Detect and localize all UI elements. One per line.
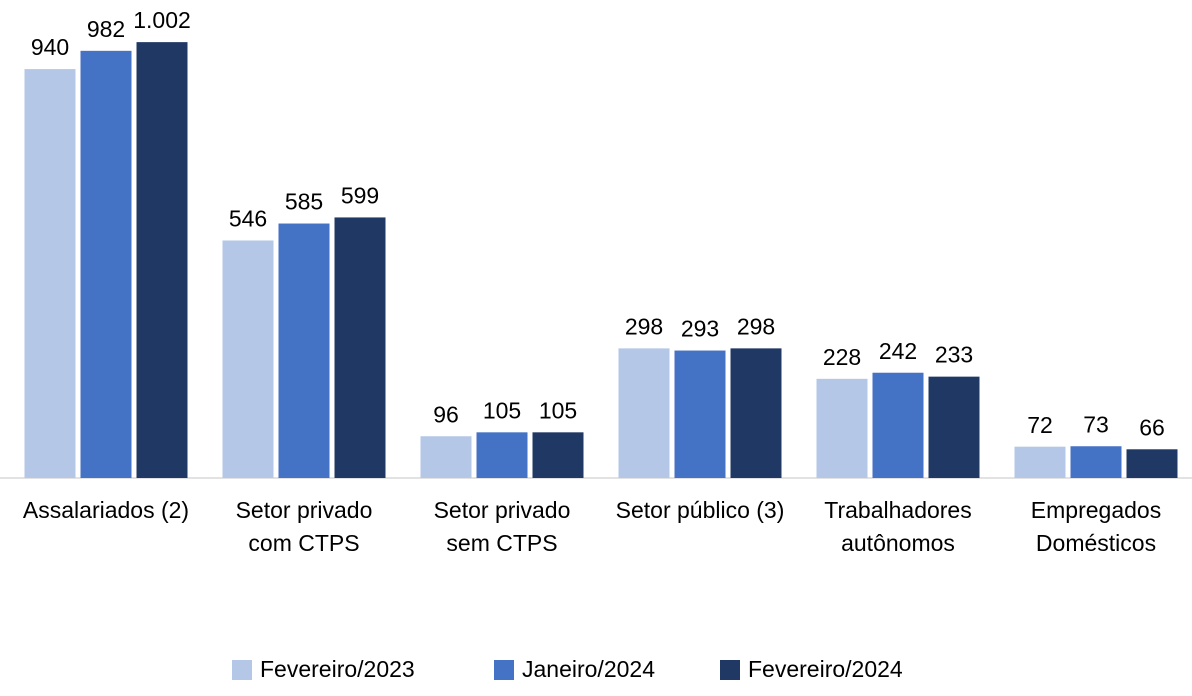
legend-label: Fevereiro/2024	[748, 656, 903, 682]
x-tick-label: Trabalhadores autônomos	[824, 497, 971, 556]
value-label: 546	[229, 206, 267, 232]
x-tick-label: Assalariados (2)	[23, 497, 189, 523]
bar	[1014, 446, 1066, 478]
value-label: 105	[483, 397, 521, 423]
value-label: 242	[879, 338, 917, 364]
legend-swatch	[494, 660, 514, 680]
value-label: 298	[737, 313, 775, 339]
bar	[476, 432, 528, 478]
bar	[928, 376, 980, 478]
value-label: 66	[1139, 414, 1165, 440]
bar	[674, 350, 726, 478]
bar	[334, 217, 386, 478]
value-label: 73	[1083, 411, 1109, 437]
bar	[222, 240, 274, 478]
bar	[420, 436, 472, 478]
x-tick-label: Setor privado com CTPS	[236, 497, 373, 556]
bar	[136, 42, 188, 478]
value-label: 982	[87, 16, 125, 42]
bar	[24, 69, 76, 478]
legend-label: Fevereiro/2023	[260, 656, 415, 682]
bar	[816, 378, 868, 478]
bar	[278, 223, 330, 478]
bar	[80, 50, 132, 479]
value-label: 228	[823, 344, 861, 370]
bar	[872, 372, 924, 478]
legend-label: Janeiro/2024	[522, 656, 655, 682]
bar	[1070, 446, 1122, 478]
bar	[532, 432, 584, 478]
value-label: 293	[681, 316, 719, 342]
legend-swatch	[720, 660, 740, 680]
value-label: 96	[433, 401, 459, 427]
value-label: 105	[539, 397, 577, 423]
value-label: 940	[31, 34, 69, 60]
legend-swatch	[232, 660, 252, 680]
x-tick-label: Setor privado sem CTPS	[434, 497, 571, 556]
value-label: 298	[625, 313, 663, 339]
bar	[618, 348, 670, 478]
x-tick-label: Setor público (3)	[616, 497, 785, 523]
bar	[1126, 449, 1178, 478]
bar	[730, 348, 782, 478]
value-label: 599	[341, 183, 379, 209]
x-tick-label: Empregados Domésticos	[1031, 497, 1161, 556]
value-label: 233	[935, 342, 973, 368]
value-label: 72	[1027, 412, 1053, 438]
value-label: 1.002	[133, 7, 191, 33]
value-label: 585	[285, 189, 323, 215]
